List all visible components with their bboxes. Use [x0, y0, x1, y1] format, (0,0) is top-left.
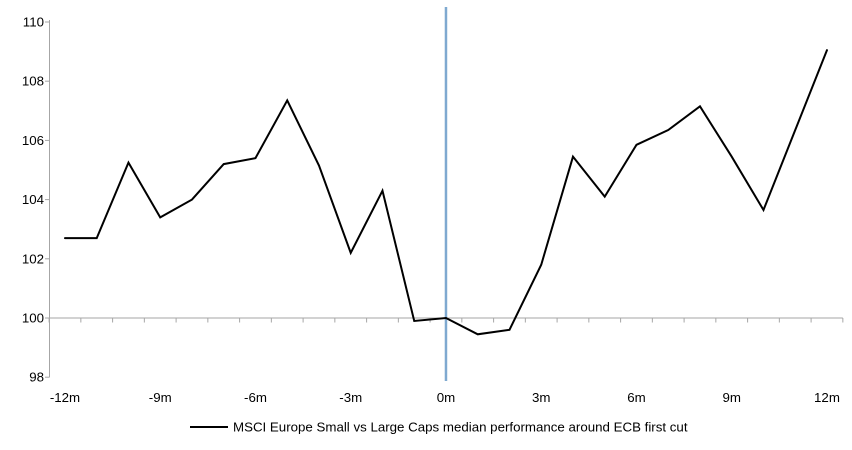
- x-tick-label: 0m: [437, 390, 455, 405]
- axes-layer: 98 100 102 104 106 108 110 -12m -9m -6m -3m 0m 3m 6m 9…: [22, 15, 844, 405]
- legend: MSCI Europe Small vs Large Caps median p…: [190, 420, 688, 435]
- y-tick-label: 110: [23, 15, 44, 30]
- y-tick-label: 100: [22, 311, 44, 326]
- y-tick-label: 108: [22, 74, 44, 89]
- x-tick-label: 3m: [532, 390, 550, 405]
- x-tick-label: 12m: [814, 390, 840, 405]
- x-tick-label: -12m: [50, 390, 80, 405]
- legend-label: MSCI Europe Small vs Large Caps median p…: [233, 420, 688, 435]
- y-tick-label: 104: [22, 192, 44, 207]
- series-layer: [63, 49, 828, 336]
- x-tick-label: 9m: [722, 390, 740, 405]
- x-tick-label: -6m: [244, 390, 267, 405]
- x-tick-label: -3m: [339, 390, 362, 405]
- x-tick-label: -9m: [149, 390, 172, 405]
- y-tick-label: 98: [29, 370, 44, 385]
- y-tick-label: 102: [22, 251, 44, 266]
- y-tick-label: 106: [22, 133, 44, 148]
- series-line: [63, 49, 828, 336]
- x-tick-label: 6m: [627, 390, 645, 405]
